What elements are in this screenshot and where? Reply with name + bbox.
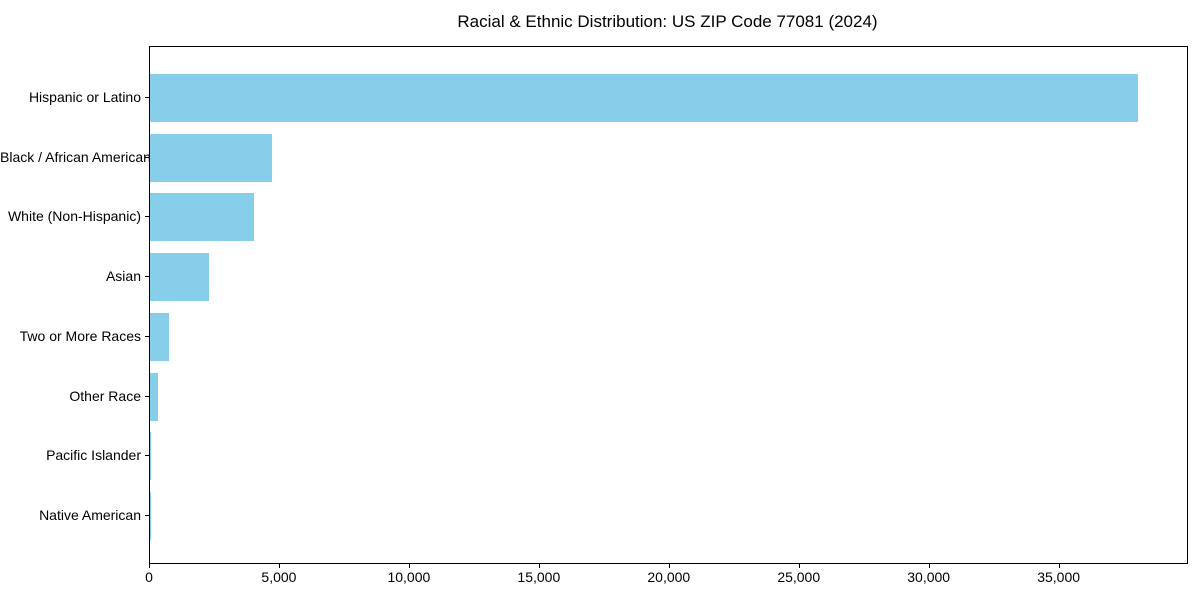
x-tick-label: 30,000 [907,569,951,585]
y-tick [145,156,149,158]
bar [150,432,152,481]
y-tick-label: White (Non-Hispanic) [7,208,141,225]
y-tick-label: Pacific Islander [46,447,141,464]
x-tick [408,564,410,568]
y-tick-label: Two or More Races [19,327,141,344]
y-tick [145,514,149,516]
x-tick [278,564,280,568]
bar [150,372,158,421]
bar [150,193,254,242]
bar [150,312,169,361]
y-tick [145,97,149,98]
y-tick-label: Asian [105,268,141,285]
y-tick-label: Native American [39,506,141,523]
x-tick [798,564,800,568]
bar [150,74,1138,122]
y-tick [145,335,149,337]
bar [150,133,273,182]
bar [150,253,210,302]
x-tick-label: 15,000 [517,569,561,585]
plot-area [149,46,1188,564]
x-tick [1058,564,1060,568]
x-tick-label: 20,000 [647,569,691,585]
x-tick-label: 0 [145,569,153,585]
y-tick-label: Other Race [69,387,141,404]
y-tick [145,455,149,457]
x-tick-label: 25,000 [777,569,821,585]
chart-title: Racial & Ethnic Distribution: US ZIP Cod… [457,12,878,31]
x-tick-label: 10,000 [387,569,431,585]
x-tick [538,564,540,568]
y-tick [145,216,149,218]
x-tick [928,564,930,568]
y-tick-label: Black / African American [0,148,151,165]
x-tick [668,564,670,568]
x-tick [149,564,150,568]
x-tick-label: 5,000 [261,569,297,585]
y-tick-label: Hispanic or Latino [28,89,141,105]
x-tick-label: 35,000 [1037,569,1081,585]
y-tick [145,395,149,397]
y-tick [145,276,149,278]
